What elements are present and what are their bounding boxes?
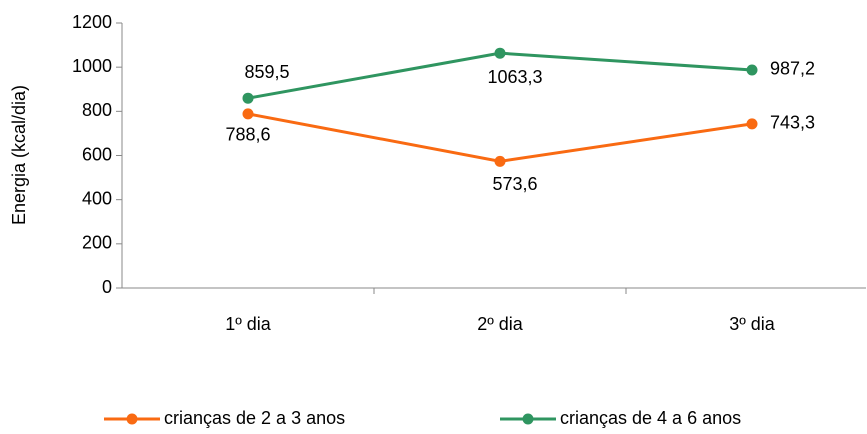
y-tick-label: 600 (82, 144, 112, 164)
legend-label: crianças de 2 a 3 anos (164, 408, 345, 428)
legend-label: crianças de 4 a 6 anos (560, 408, 741, 428)
y-tick-label: 200 (82, 233, 112, 253)
y-tick-label: 1200 (72, 12, 112, 32)
data-label: 573,6 (492, 174, 537, 194)
x-tick-label: 1º dia (225, 314, 272, 334)
legend-marker (126, 413, 138, 425)
point (494, 47, 506, 59)
data-label: 743,3 (770, 113, 815, 133)
y-tick-label: 1000 (72, 56, 112, 76)
y-tick-label: 400 (82, 188, 112, 208)
line (247, 112, 753, 163)
point (746, 118, 758, 130)
y-axis-label: Energia (kcal/dia) (9, 85, 29, 225)
point (242, 108, 254, 120)
data-label: 1063,3 (487, 67, 542, 87)
data-label: 788,6 (225, 125, 270, 145)
data-label: 859,5 (244, 62, 289, 82)
x-tick-label: 3º dia (729, 314, 776, 334)
legend-marker (522, 413, 534, 425)
point (746, 64, 758, 76)
x-tick-label: 2º dia (477, 314, 524, 334)
y-tick-label: 0 (102, 277, 112, 297)
data-label: 987,2 (770, 59, 815, 79)
y-tick-label: 800 (82, 100, 112, 120)
point (242, 92, 254, 104)
point (494, 155, 506, 167)
